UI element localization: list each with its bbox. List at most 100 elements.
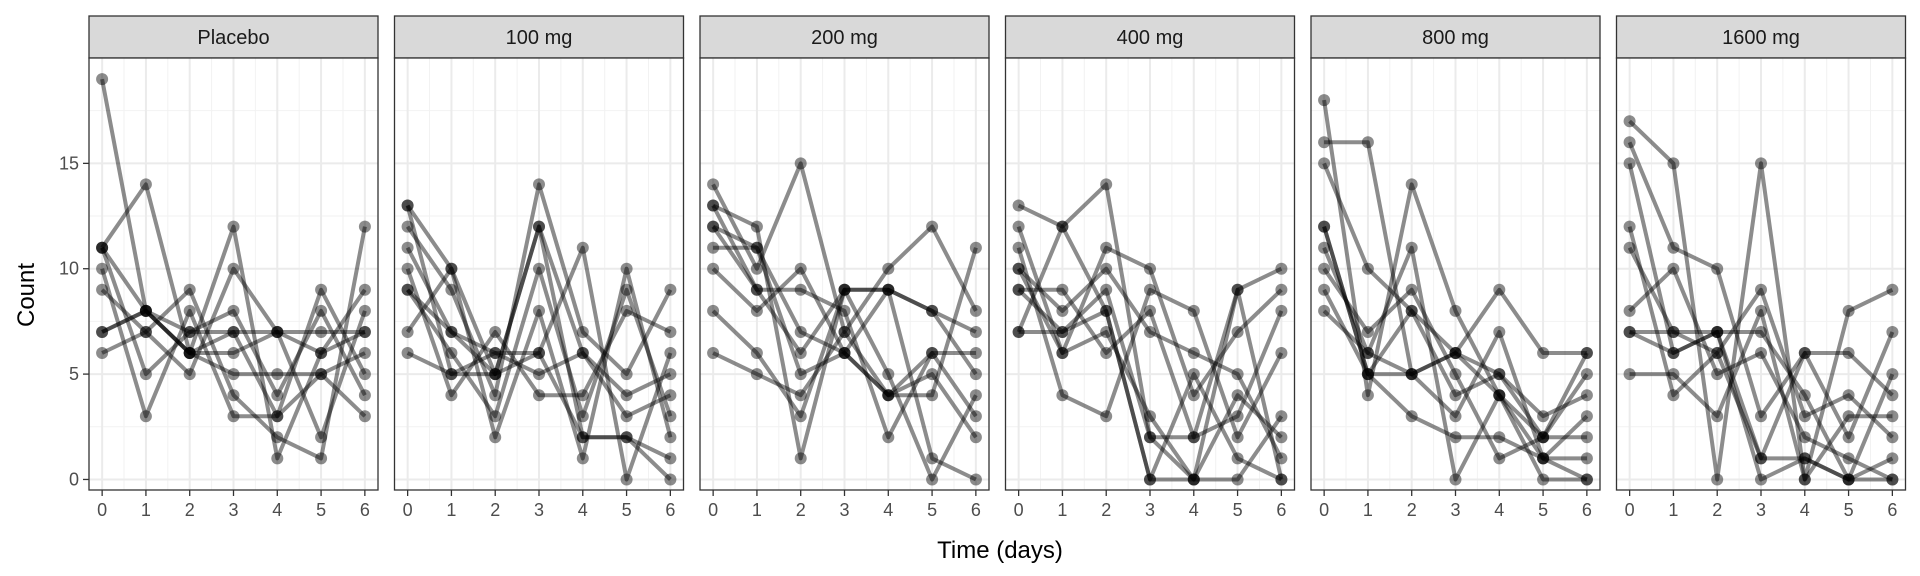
- series-line: [713, 245, 978, 377]
- data-point: [1231, 473, 1244, 486]
- data-point: [1493, 389, 1506, 402]
- data-point: [1449, 410, 1462, 423]
- data-point: [1493, 389, 1506, 402]
- data-point: [838, 347, 851, 359]
- data-point: [1449, 347, 1462, 359]
- data-point: [794, 283, 807, 296]
- series-line: [100, 246, 366, 355]
- y-tick-label: 15: [59, 153, 79, 173]
- data-point: [96, 241, 109, 254]
- data-point: [445, 368, 458, 381]
- data-point: [707, 199, 720, 212]
- data-point: [1361, 368, 1374, 381]
- data-point: [1842, 473, 1855, 486]
- series-line: [712, 224, 978, 418]
- x-tick-label: 4: [272, 500, 282, 520]
- data-point: [1449, 304, 1462, 317]
- series-line: [1016, 225, 1283, 398]
- x-tick-label: 4: [1800, 500, 1810, 520]
- series: [1318, 241, 1593, 486]
- x-tick-label: 2: [1407, 500, 1417, 520]
- data-point: [882, 431, 895, 444]
- data-point: [620, 262, 633, 275]
- data-point: [1187, 473, 1200, 486]
- data-point: [1144, 326, 1156, 338]
- data-point: [1667, 326, 1680, 338]
- x-tick-label: 3: [839, 500, 849, 520]
- data-point: [1100, 304, 1113, 317]
- data-point: [1405, 410, 1418, 423]
- series: [707, 262, 982, 444]
- series: [1012, 241, 1288, 444]
- data-point: [838, 283, 851, 296]
- series-line: [1629, 330, 1893, 482]
- series-line: [101, 226, 367, 461]
- data-point: [183, 347, 196, 359]
- data-point: [838, 326, 851, 338]
- data-point: [96, 241, 109, 254]
- data-point: [1493, 283, 1506, 296]
- data-point: [1275, 304, 1288, 317]
- series-line: [1627, 162, 1895, 461]
- data-point: [1798, 431, 1811, 444]
- data-point: [882, 389, 895, 402]
- data-point: [576, 347, 589, 359]
- panel-strip: [1615, 15, 1907, 59]
- data-point: [1361, 136, 1374, 149]
- data-point: [1318, 157, 1331, 170]
- series: [1012, 283, 1288, 486]
- series: [1623, 326, 1899, 486]
- data-point: [707, 220, 720, 233]
- x-tick-label: 5: [1538, 500, 1548, 520]
- data-point: [1798, 347, 1811, 359]
- data-point: [1144, 431, 1156, 444]
- data-point: [1056, 326, 1069, 338]
- series: [401, 178, 677, 402]
- data-point: [664, 431, 677, 444]
- data-point: [1798, 410, 1811, 423]
- data-point: [1275, 262, 1288, 275]
- data-point: [620, 368, 633, 381]
- x-tick-label: 6: [1887, 500, 1897, 520]
- data-point: [969, 473, 982, 486]
- data-point: [1405, 283, 1418, 296]
- data-point: [401, 199, 414, 212]
- data-point: [271, 389, 284, 402]
- x-tick-label: 0: [1319, 500, 1329, 520]
- data-point: [1493, 368, 1506, 381]
- x-tick-label: 5: [316, 500, 326, 520]
- data-point: [1449, 347, 1462, 359]
- series-line: [1322, 309, 1588, 482]
- data-point: [1493, 326, 1506, 338]
- data-point: [358, 347, 371, 359]
- data-point: [96, 326, 109, 338]
- data-point: [969, 304, 982, 317]
- series-line: [405, 204, 672, 419]
- x-tick-label: 1: [1057, 500, 1067, 520]
- data-point: [1886, 431, 1899, 444]
- data-point: [315, 431, 328, 444]
- series: [707, 199, 982, 486]
- panel: 100 mg 0 1 2 3 4 5 6: [393, 15, 685, 520]
- data-point: [1711, 326, 1724, 338]
- data-point: [1056, 326, 1069, 338]
- data-point: [1623, 136, 1636, 149]
- data-point: [1493, 431, 1506, 444]
- data-point: [489, 431, 502, 444]
- data-point: [1449, 431, 1462, 444]
- data-point: [882, 283, 895, 296]
- data-point: [1275, 473, 1288, 486]
- data-point: [227, 410, 240, 423]
- data-point: [1187, 473, 1200, 486]
- y-axis-title: Count: [13, 263, 40, 327]
- data-point: [1449, 389, 1462, 402]
- data-point: [1449, 347, 1462, 359]
- data-point: [1144, 410, 1156, 423]
- data-point: [838, 283, 851, 296]
- data-point: [445, 283, 458, 296]
- data-point: [1361, 347, 1374, 359]
- series: [1318, 94, 1593, 444]
- data-point: [533, 347, 545, 359]
- data-point: [620, 304, 633, 317]
- series-line: [1324, 140, 1587, 377]
